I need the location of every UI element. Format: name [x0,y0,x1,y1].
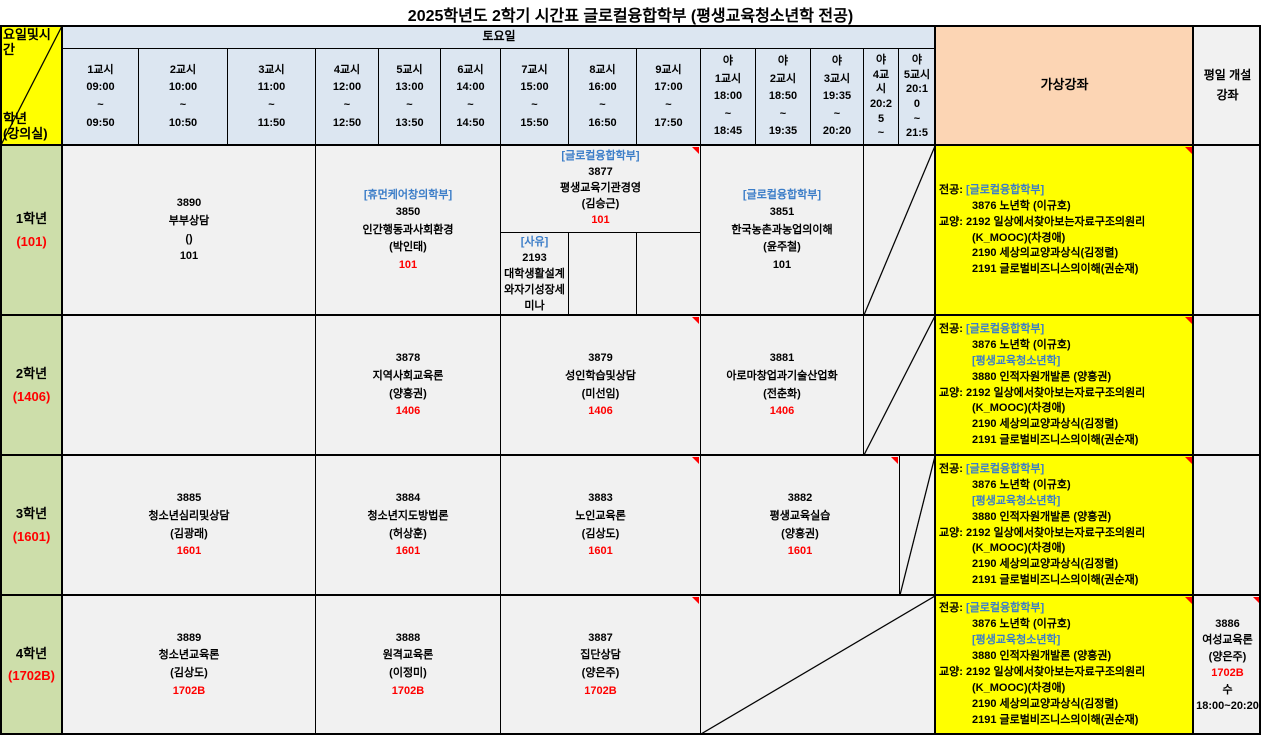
saturday-header[interactable]: 토요일 [62,25,936,49]
weekday-courses-header[interactable]: 평일 개설 강좌 [1193,25,1261,146]
row-header-grade-1[interactable]: 1학년 (101) [0,145,63,316]
course-cell-3879[interactable]: 3879 성인학습및상담 (미선임) 1406 [500,315,701,456]
course-cell-2193[interactable]: [사유] 2193 대학생활설계와자기성장세미나 [500,232,569,316]
col-header-period-7[interactable]: 7교시 15:00 ~ 15:50 [500,48,569,146]
course-cell-3889[interactable]: 3889 청소년교육론 (김상도) 1702B [62,595,316,735]
course-cell-3882[interactable]: 3882 평생교육실습 (양흥권) 1601 [700,455,900,596]
course-cell-3850[interactable]: [휴먼케어창의학부] 3850 인간행동과사회환경 (박인태) 101 [315,145,501,316]
col-header-period-8[interactable]: 8교시 16:00 ~ 16:50 [568,48,637,146]
col-header-period-3[interactable]: 3교시 11:00 ~ 11:50 [227,48,316,146]
empty-cell[interactable] [568,232,637,316]
course-cell-3887[interactable]: 3887 집단상담 (양은주) 1702B [500,595,701,735]
course-cell-3886[interactable]: 3886 여성교육론 (양은주) 1702B 수 18:00~20:20 [1193,595,1261,735]
corner-bottom-label: 학년 (강의실) [3,111,48,142]
col-header-night-3[interactable]: 야 3교시 19:35 ~ 20:20 [810,48,864,146]
col-header-night-1[interactable]: 야 1교시 18:00 ~ 18:45 [700,48,756,146]
empty-diagonal-cell[interactable] [863,145,936,316]
row-header-grade-3[interactable]: 3학년 (1601) [0,455,63,596]
empty-diagonal-cell[interactable] [700,595,936,735]
empty-diagonal-cell[interactable] [863,315,936,456]
empty-cell[interactable] [1193,455,1261,596]
col-header-night-2[interactable]: 야 2교시 18:50 ~ 19:35 [755,48,811,146]
course-cell-3884[interactable]: 3884 청소년지도방법론 (허상훈) 1601 [315,455,501,596]
comment-marker-icon [1185,457,1192,464]
col-header-period-6[interactable]: 6교시 14:00 ~ 14:50 [440,48,501,146]
comment-marker-icon [692,147,699,154]
comment-marker-icon [1185,147,1192,154]
col-header-night-4[interactable]: 야 4교 시 20:2 5 ~ [863,48,899,146]
course-cell-3881[interactable]: 3881 아로마창업과기술산업화 (전춘화) 1406 [700,315,864,456]
empty-cell[interactable] [62,315,316,456]
col-header-period-2[interactable]: 2교시 10:00 ~ 10:50 [138,48,228,146]
virtual-courses-cell-grade3[interactable]: 전공: [글로컬융합학부] 3876 노년학 (이규호) [평생교육청소년학] … [935,455,1194,596]
course-cell-3885[interactable]: 3885 청소년심리및상담 (김광래) 1601 [62,455,316,596]
course-cell-3888[interactable]: 3888 원격교육론 (이정미) 1702B [315,595,501,735]
comment-marker-icon [1253,597,1260,604]
corner-top-label: 요일및시간 [3,27,51,57]
empty-cell[interactable] [1193,145,1261,316]
empty-cell[interactable] [1193,315,1261,456]
virtual-courses-cell-grade1[interactable]: 전공: [글로컬융합학부] 3876 노년학 (이규호) 교양: 2192 일상… [935,145,1194,316]
comment-marker-icon [1185,317,1192,324]
course-cell-3878[interactable]: 3878 지역사회교육론 (양흥권) 1406 [315,315,501,456]
comment-marker-icon [891,457,898,464]
col-header-period-4[interactable]: 4교시 12:00 ~ 12:50 [315,48,379,146]
virtual-courses-header[interactable]: 가상강좌 [935,25,1194,146]
page-title: 2025학년도 2학기 시간표 글로컬융합학부 (평생교육청소년학 전공) [407,8,854,25]
empty-diagonal-cell[interactable] [899,455,936,596]
course-cell-3877[interactable]: [글로컬융합학부] 3877 평생교육기관경영 (김승근) 101 [500,145,701,233]
corner-cell[interactable]: 요일및시간 학년 (강의실) [0,25,63,146]
col-header-period-1[interactable]: 1교시 09:00 ~ 09:50 [62,48,139,146]
virtual-courses-cell-grade2[interactable]: 전공: [글로컬융합학부] 3876 노년학 (이규호) [평생교육청소년학] … [935,315,1194,456]
col-header-period-9[interactable]: 9교시 17:00 ~ 17:50 [636,48,701,146]
empty-cell[interactable] [636,232,701,316]
comment-marker-icon [1185,597,1192,604]
comment-marker-icon [692,317,699,324]
course-cell-3883[interactable]: 3883 노인교육론 (김상도) 1601 [500,455,701,596]
row-header-grade-2[interactable]: 2학년 (1406) [0,315,63,456]
course-cell-3890[interactable]: 3890 부부상담 () 101 [62,145,316,316]
comment-marker-icon [692,597,699,604]
comment-marker-icon [692,457,699,464]
course-cell-3851[interactable]: [글로컬융합학부] 3851 한국농촌과농업의이해 (윤주철) 101 [700,145,864,316]
col-header-period-5[interactable]: 5교시 13:00 ~ 13:50 [378,48,441,146]
col-header-night-5[interactable]: 야 5교시 20:1 0 ~ 21:5 [898,48,936,146]
virtual-courses-cell-grade4[interactable]: 전공: [글로컬융합학부] 3876 노년학 (이규호) [평생교육청소년학] … [935,595,1194,735]
row-header-grade-4[interactable]: 4학년 (1702B) [0,595,63,735]
